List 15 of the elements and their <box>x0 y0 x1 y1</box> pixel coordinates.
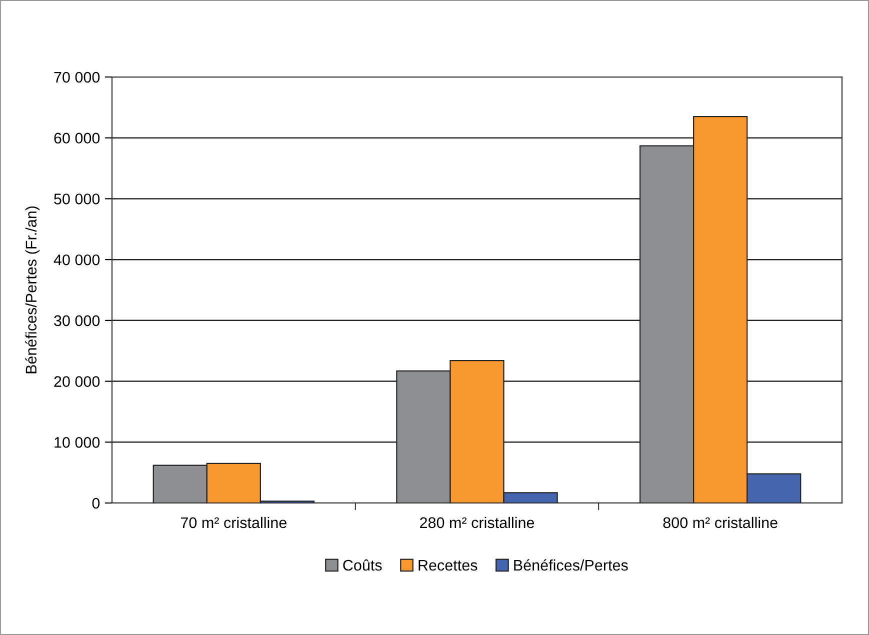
legend-label: Bénéfices/Pertes <box>514 559 628 571</box>
y-tick-label: 10 000 <box>54 437 100 448</box>
x-tick-label: 280 m² cristalline <box>420 516 534 528</box>
x-tick-label: 70 m² cristalline <box>180 516 286 528</box>
y-tick-label: 40 000 <box>54 254 100 266</box>
y-tick-label: 70 000 <box>54 72 100 83</box>
legend-label: Coûts <box>343 559 382 571</box>
y-tick-label: 30 000 <box>54 315 100 326</box>
x-tick-label: 800 m² cristalline <box>663 516 778 528</box>
y-tick-label: 60 000 <box>54 132 100 144</box>
y-tick-label: 50 000 <box>54 194 100 204</box>
y-tick-label: 0 <box>92 498 100 509</box>
legend-label: Recettes <box>418 560 478 571</box>
y-tick-label: 20 000 <box>54 376 100 387</box>
y-axis-title: Bénéfices/Pertes (Fr./an) <box>25 206 40 374</box>
